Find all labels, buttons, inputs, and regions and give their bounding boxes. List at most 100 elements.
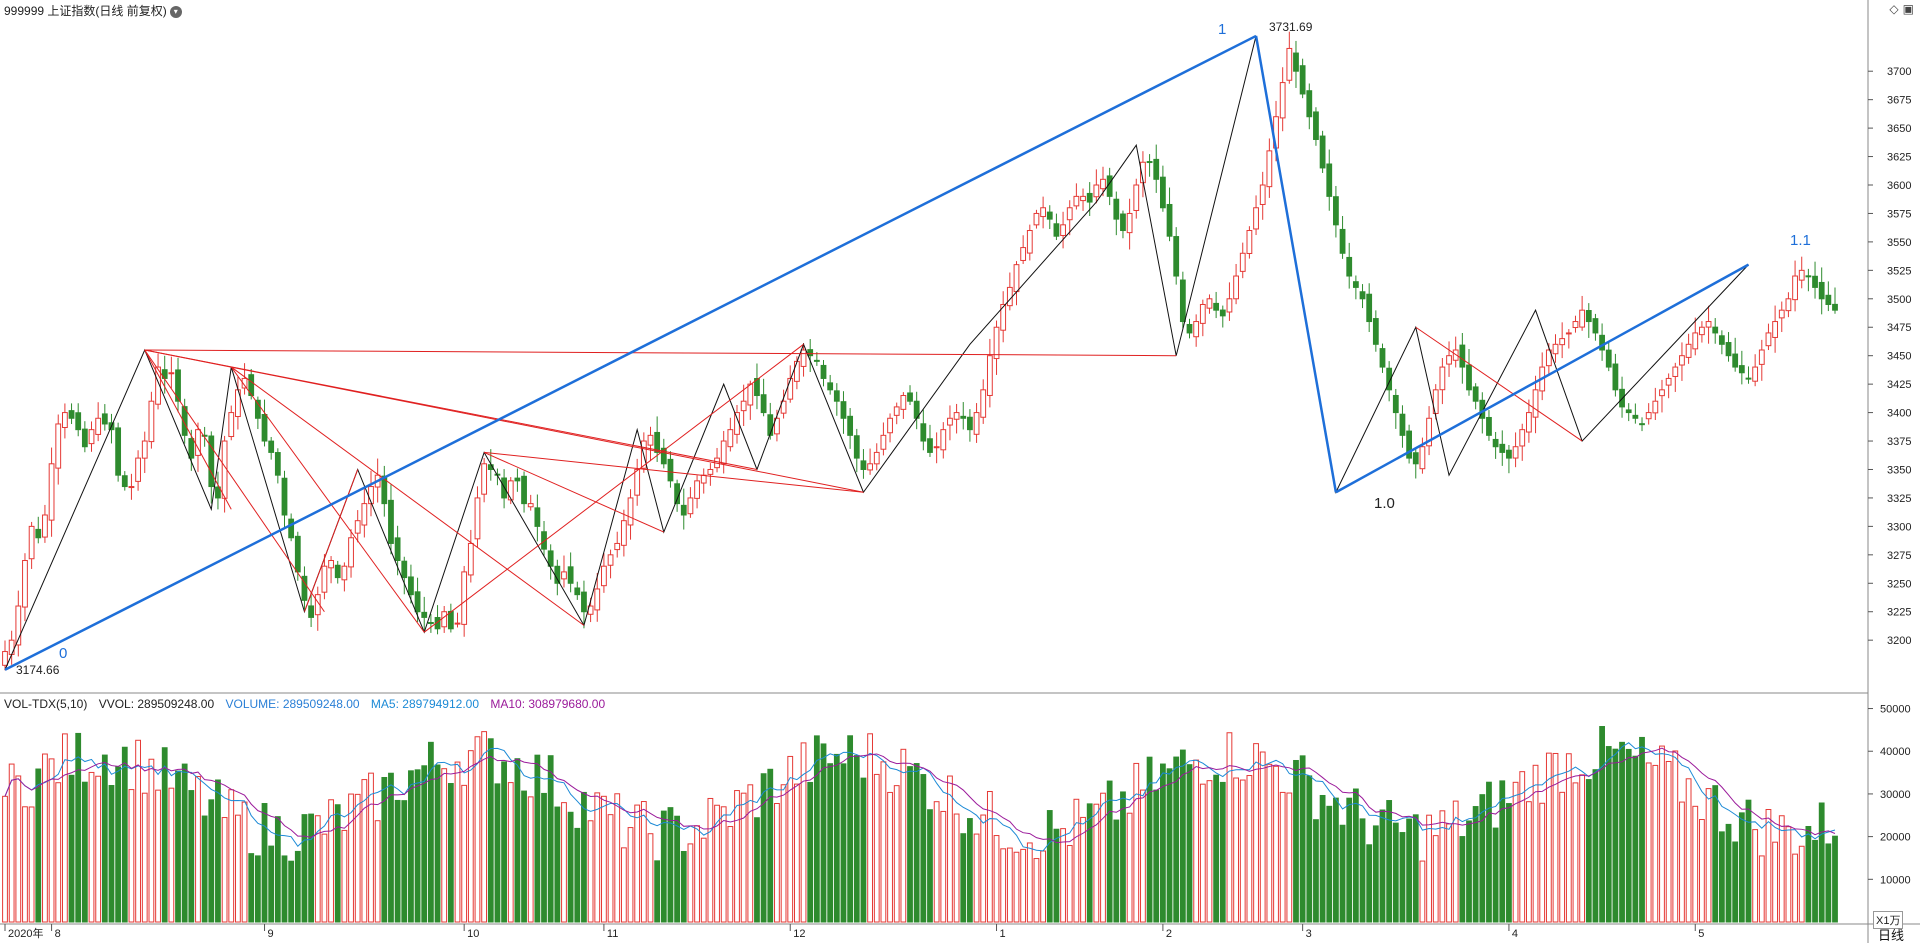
volume-bar-up	[947, 775, 953, 923]
volume-bar-up	[1239, 779, 1246, 923]
candle-body-up	[707, 468, 714, 475]
candle-body-down	[1372, 318, 1379, 345]
volume-bar-down	[1399, 832, 1406, 923]
candle-body-up	[1239, 252, 1246, 272]
candle-body-up	[61, 412, 68, 429]
ma5-value: MA5: 289794912.00	[370, 697, 480, 711]
diamond-icon[interactable]: ◇	[1889, 2, 1899, 16]
candle-body-down	[215, 486, 221, 499]
candle-body-down	[1738, 365, 1745, 374]
candle-body-down	[567, 566, 574, 584]
period-label[interactable]: 日线	[1878, 928, 1905, 943]
price-tick-label: 3575	[1887, 208, 1911, 220]
volume-bar-down	[1046, 810, 1053, 923]
wave-label-1-0: 1.0	[1374, 495, 1395, 512]
candle-body-up	[1659, 389, 1665, 397]
volume-bar-down	[394, 799, 401, 923]
volume-bar-down	[767, 768, 774, 923]
volume-bar-down	[1219, 781, 1226, 923]
volume-bar-up	[1199, 783, 1206, 923]
volume-bar-up	[774, 802, 780, 923]
candle-body-up	[42, 514, 48, 538]
candle-body-down	[75, 412, 82, 431]
volume-bar-down	[421, 765, 428, 923]
volume-indicator-name[interactable]: VOL-TDX(5,10)	[4, 697, 88, 711]
candle-body-down	[674, 483, 681, 505]
candle-body-up	[8, 639, 15, 655]
volume-bar-up	[1772, 841, 1779, 923]
volume-bar-up	[1040, 850, 1047, 923]
candle-body-up	[940, 429, 947, 451]
candle-body-down	[408, 576, 414, 596]
volume-bar-down	[853, 755, 860, 923]
candle-body-down	[447, 610, 454, 630]
volume-bar-up	[893, 785, 900, 923]
volume-bar-down	[1359, 818, 1366, 923]
price-tick-label: 3475	[1887, 322, 1911, 334]
volume-bar-down	[1326, 805, 1333, 923]
volume-bar-up	[42, 753, 48, 923]
candle-body-down	[967, 416, 973, 431]
candle-body-down	[35, 528, 42, 539]
volume-bar-down	[108, 785, 115, 923]
volume-bar-up	[1133, 762, 1140, 923]
volume-bar-up	[1093, 803, 1100, 923]
volume-bar-up	[168, 787, 175, 923]
volume-bar-up	[694, 825, 700, 923]
volume-unit-label: X1万	[1873, 911, 1904, 929]
volume-bar-down	[960, 833, 967, 923]
candle-body-down	[760, 394, 767, 414]
volume-bar-down	[388, 772, 394, 923]
candle-body-up	[887, 417, 893, 434]
candle-body-up	[1432, 389, 1439, 414]
wave-label-1: 1	[1218, 21, 1227, 38]
volume-bar-down	[1592, 769, 1599, 923]
price-tick-label: 3400	[1887, 408, 1911, 420]
volume-bar-down	[674, 815, 681, 923]
volume-bar-up	[787, 755, 794, 923]
volume-bar-up	[28, 806, 35, 923]
candle-body-down	[434, 617, 441, 630]
volume-bar-up	[1765, 809, 1772, 923]
volume-bar-up	[1233, 777, 1239, 923]
volume-bar-down	[547, 755, 554, 923]
red-trend-line	[423, 343, 804, 633]
volume-bar-down	[1166, 768, 1173, 923]
price-tick-label: 3250	[1887, 578, 1911, 590]
candle-body-up	[1665, 377, 1672, 386]
volume-value: VOLUME: 289509248.00	[225, 697, 360, 711]
candle-body-up	[1758, 349, 1765, 365]
candle-body-down	[301, 575, 308, 601]
volume-bar-down	[860, 777, 867, 923]
panel-toggle-icon[interactable]: ▣	[1902, 2, 1914, 16]
volume-bar-down	[1386, 800, 1393, 923]
chevron-down-icon[interactable]: ▾	[169, 5, 182, 18]
candle-body-down	[1346, 256, 1353, 277]
volume-bar-up	[1692, 805, 1699, 923]
candle-body-up	[481, 463, 488, 495]
red-trend-line	[303, 469, 359, 612]
volume-bar-down	[833, 753, 840, 923]
volume-bar-up	[1645, 762, 1652, 923]
volume-bar-up	[647, 833, 654, 923]
candle-body-down	[1213, 302, 1220, 311]
volume-bar-up	[8, 763, 15, 923]
volume-bar-up	[481, 731, 488, 923]
volume-bar-up	[973, 833, 980, 923]
volume-bar-down	[1146, 756, 1153, 923]
candle-body-down	[1306, 90, 1313, 118]
volume-bar-down	[1179, 749, 1186, 923]
price-tick-label: 3450	[1887, 351, 1911, 363]
volume-bar-up	[328, 799, 334, 923]
candle-body-down	[281, 477, 288, 516]
volume-bar-down	[261, 803, 268, 923]
chart-title[interactable]: 999999 上证指数(日线 前复权) ▾	[4, 2, 182, 19]
x-tick-label: 4	[1512, 928, 1518, 940]
volume-bar-up	[1246, 775, 1253, 923]
volume-bar-down	[920, 774, 927, 923]
volume-bar-up	[1672, 750, 1679, 923]
volume-bar-down	[1346, 797, 1353, 923]
candle-body-up	[1020, 247, 1027, 261]
